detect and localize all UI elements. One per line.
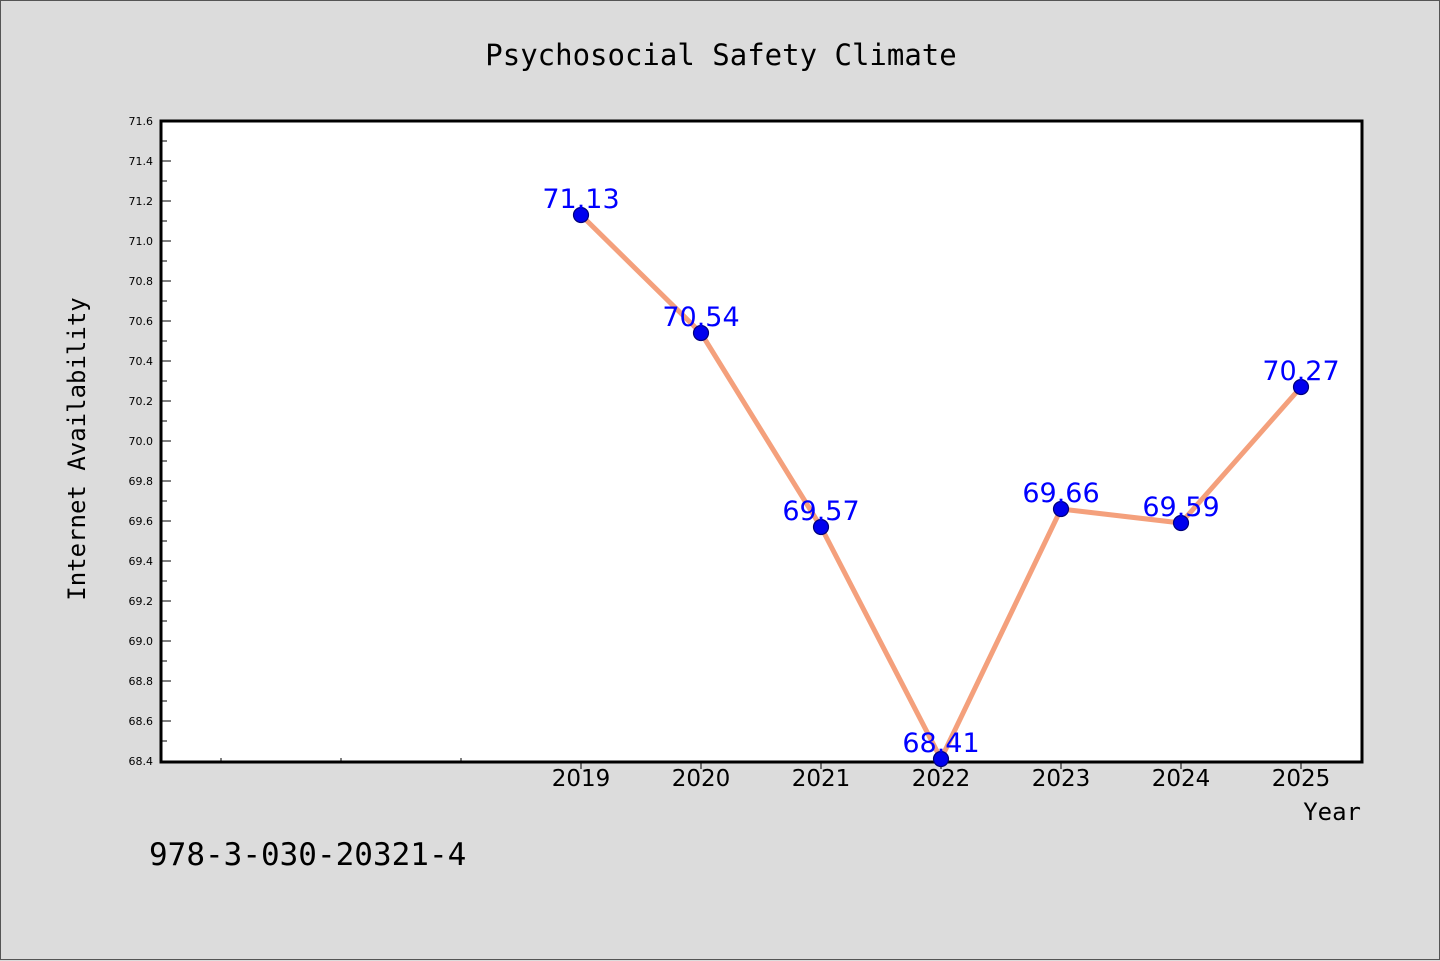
data-point <box>1172 514 1190 532</box>
x-tick-label: 2023 <box>1032 766 1091 792</box>
y-tick-label: 70.4 <box>129 355 154 368</box>
y-tick-label: 69.8 <box>129 475 154 488</box>
data-label: 69.66 <box>1022 478 1099 509</box>
data-label: 70.27 <box>1262 356 1339 387</box>
x-tick-label: 2025 <box>1272 766 1331 792</box>
x-axis: 2019 2020 2021 2022 2023 2024 2025 <box>220 758 1331 792</box>
plot-area <box>159 119 1364 764</box>
x-tick-label: 2019 <box>552 766 611 792</box>
data-label: 69.59 <box>1142 492 1219 523</box>
data-point <box>1292 378 1310 396</box>
data-point <box>1052 500 1070 518</box>
x-tick-label: 2024 <box>1152 766 1211 792</box>
y-tick-label: 71.2 <box>129 195 154 208</box>
y-tick-label: 70.8 <box>129 275 154 288</box>
y-tick-label: 69.6 <box>129 515 154 528</box>
x-tick-label: 2022 <box>912 766 971 792</box>
series-group: 71.13 70.54 69.57 68.41 69.66 69.59 70.27 <box>542 184 1340 768</box>
y-axis-label: Internet Availability <box>63 297 91 600</box>
data-label: 69.57 <box>782 496 859 527</box>
y-tick-label: 70.0 <box>129 435 154 448</box>
data-point <box>812 518 830 536</box>
y-axis: 68.4 68.6 68.8 69.0 69.2 69.4 69.6 69.8 70.0 70.2… <box>129 115 171 768</box>
data-label: 70.54 <box>662 302 739 333</box>
data-label: 68.41 <box>902 728 979 759</box>
x-tick-label: 2020 <box>672 766 731 792</box>
y-tick-label: 71.6 <box>129 115 154 128</box>
y-tick-label: 70.2 <box>129 395 154 408</box>
y-tick-label: 69.4 <box>129 555 154 568</box>
x-axis-label: Year <box>1303 798 1361 826</box>
y-tick-label: 68.6 <box>129 715 154 728</box>
data-label: 71.13 <box>542 184 619 215</box>
data-point <box>932 750 950 768</box>
y-tick-label: 71.4 <box>129 155 154 168</box>
y-tick-label: 69.0 <box>129 635 154 648</box>
y-tick-label: 71.0 <box>129 235 154 248</box>
data-point <box>692 324 710 342</box>
data-point <box>572 206 590 224</box>
x-tick-label: 2021 <box>792 766 851 792</box>
isbn-footer: 978-3-030-20321-4 <box>149 837 466 873</box>
chart-title: Psychosocial Safety Climate <box>485 38 956 72</box>
y-tick-label: 68.4 <box>129 755 154 768</box>
y-tick-label: 68.8 <box>129 675 154 688</box>
y-tick-label: 70.6 <box>129 315 154 328</box>
y-tick-label: 69.2 <box>129 595 154 608</box>
